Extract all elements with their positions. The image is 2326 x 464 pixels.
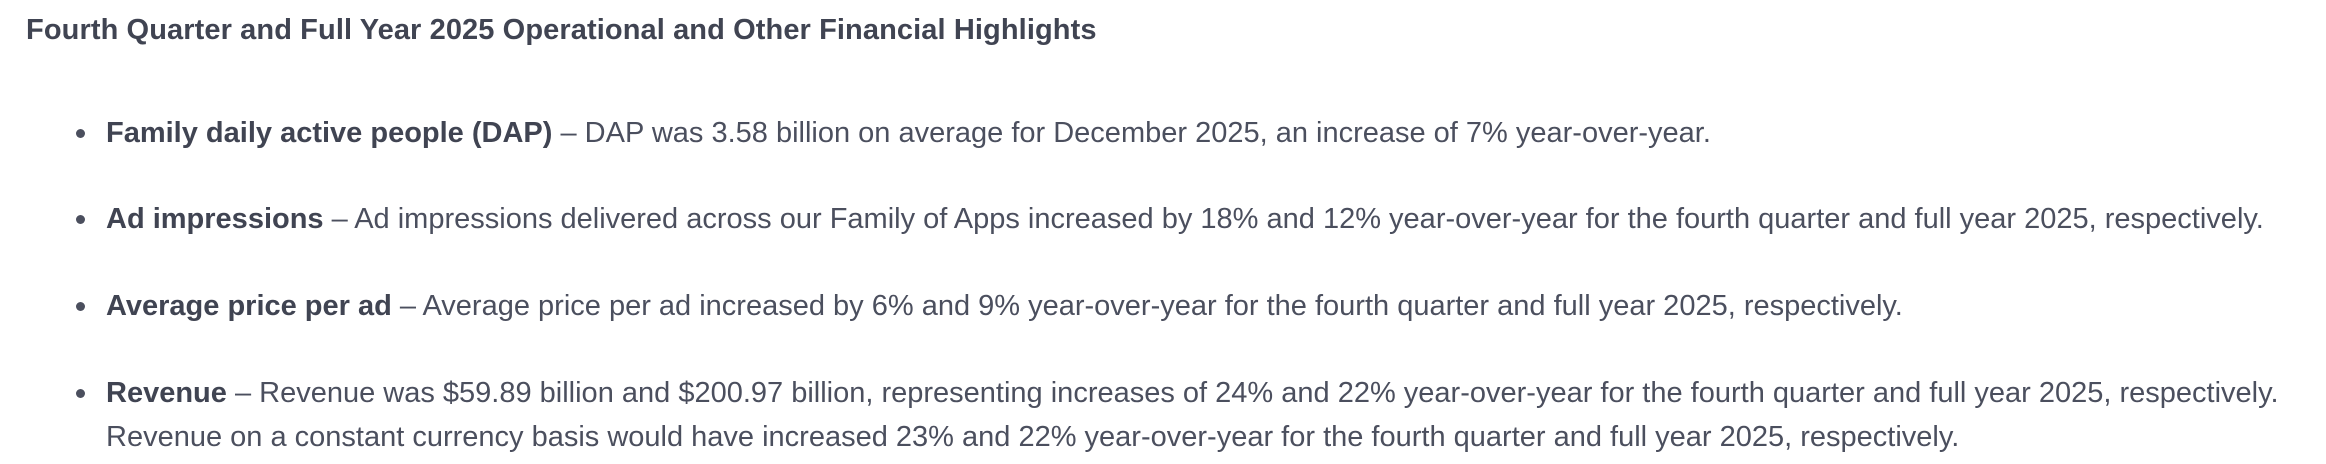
highlight-term: Average price per ad	[106, 290, 392, 322]
bullet-icon	[76, 215, 85, 224]
list-item-ad-impressions: Ad impressions – Ad impressions delivere…	[76, 197, 2306, 241]
list-item-text: Family daily active people (DAP) – DAP w…	[106, 111, 2306, 155]
section-title: Fourth Quarter and Full Year 2025 Operat…	[26, 14, 1097, 46]
list-item-text: Revenue – Revenue was $59.89 billion and…	[106, 371, 2306, 459]
list-item-revenue: Revenue – Revenue was $59.89 billion and…	[76, 371, 2306, 459]
highlight-term: Ad impressions	[106, 203, 324, 235]
bullet-icon	[76, 129, 85, 138]
highlight-description: – Revenue was $59.89 billion and $200.97…	[106, 377, 2279, 453]
bullet-icon	[76, 389, 85, 398]
bullet-icon	[76, 302, 85, 311]
highlight-description: – Average price per ad increased by 6% a…	[391, 290, 1903, 322]
list-item-text: Average price per ad – Average price per…	[106, 284, 2306, 328]
highlight-term: Revenue	[106, 377, 227, 409]
list-item-average-price-per-ad: Average price per ad – Average price per…	[76, 284, 2306, 328]
list-item-dap: Family daily active people (DAP) – DAP w…	[76, 111, 2306, 155]
highlight-term: Family daily active people (DAP)	[106, 117, 553, 149]
list-item-text: Ad impressions – Ad impressions delivere…	[106, 197, 2306, 241]
highlight-description: – Ad impressions delivered across our Fa…	[323, 203, 2264, 235]
highlight-description: – DAP was 3.58 billion on average for De…	[552, 117, 1711, 149]
